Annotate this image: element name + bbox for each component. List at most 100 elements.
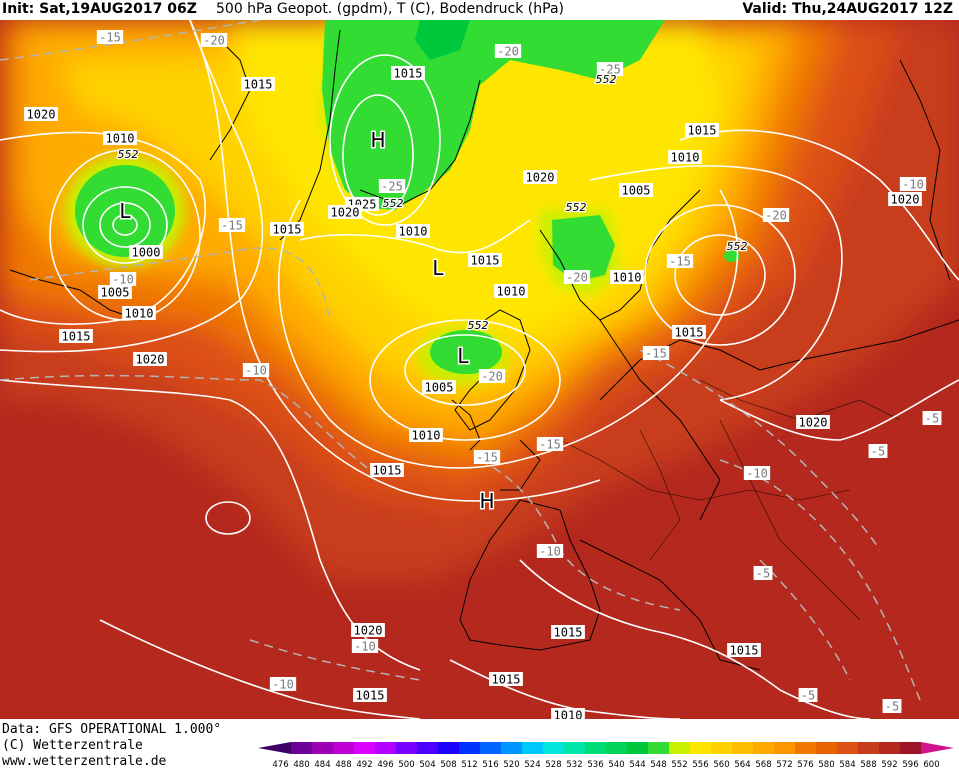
isotherm-label: -20 xyxy=(494,44,522,58)
isobar-label-text: 1020 xyxy=(331,205,360,219)
isobar-label-text: 1020 xyxy=(526,170,555,184)
legend-swatch xyxy=(417,742,439,754)
isobar-label: 1005 xyxy=(98,285,132,299)
isotherm-label: -25 xyxy=(378,179,406,193)
legend-swatch xyxy=(564,742,586,754)
isobar-label-text: 1010 xyxy=(399,224,428,238)
legend-swatch xyxy=(522,742,544,754)
legend-swatch xyxy=(480,742,502,754)
legend-tick-label: 584 xyxy=(839,760,855,769)
legend-swatch xyxy=(837,742,859,754)
isotherm-label-text: -5 xyxy=(871,444,885,458)
isobar-label: 1005 xyxy=(422,380,456,394)
isotherm-label-text: -20 xyxy=(765,208,787,222)
isotherm-label-box xyxy=(378,179,406,193)
isobars xyxy=(0,20,959,719)
isotherm-label-box xyxy=(922,411,942,425)
legend-swatch xyxy=(753,742,775,754)
isobar-label-text: 1015 xyxy=(273,222,302,236)
isobar-label: 1015 xyxy=(489,672,523,686)
isobar-label-text: 1020 xyxy=(27,107,56,121)
isotherm-label: -20 xyxy=(563,270,591,284)
isotherm-label-box xyxy=(666,254,694,268)
legend-tick-label: 496 xyxy=(377,760,393,769)
isobar-label-text: 1015 xyxy=(492,672,521,686)
geopotential-field xyxy=(0,20,959,719)
isotherm-label: -20 xyxy=(762,208,790,222)
geopotential-label-text: 552 xyxy=(383,197,404,210)
legend-tick-label: 580 xyxy=(818,760,834,769)
isotherm-label-text: -20 xyxy=(566,270,588,284)
isotherm-label-box xyxy=(96,30,124,44)
geopotential-label: 552 xyxy=(116,147,140,163)
coastlines xyxy=(9,29,959,671)
isobar-label-text: 1015 xyxy=(244,77,273,91)
isotherm-label-box xyxy=(218,218,246,232)
legend-tick-label: 504 xyxy=(419,760,435,769)
isobar-label-box xyxy=(351,623,385,637)
isobar-label: 1005 xyxy=(619,183,653,197)
isotherm-label-text: -10 xyxy=(539,544,561,558)
geopotential-label-text: 552 xyxy=(118,148,139,161)
data-source: Data: GFS OPERATIONAL 1.000° xyxy=(2,722,222,737)
legend-tick-label: 524 xyxy=(524,760,540,769)
legend-swatch xyxy=(879,742,901,754)
isotherm-label-text: -10 xyxy=(902,177,924,191)
isobar-label: 1015 xyxy=(370,463,404,477)
legend-tick-label: 512 xyxy=(461,760,477,769)
isotherm-label-text: -5 xyxy=(756,566,770,580)
isobar-label-text: 1015 xyxy=(356,688,385,702)
isotherm-label: -10 xyxy=(351,639,379,653)
legend-tick-label: 484 xyxy=(314,760,330,769)
isotherm-label: -10 xyxy=(109,272,137,286)
isobar-label: 1020 xyxy=(328,205,362,219)
isobar-label-box xyxy=(672,325,706,339)
isotherm-label-text: -15 xyxy=(476,450,498,464)
isobar-label: 1010 xyxy=(551,708,585,719)
legend-swatch xyxy=(732,742,754,754)
isobar-label-box xyxy=(610,270,644,284)
isobar-label-box xyxy=(685,123,719,137)
isotherm-label-text: -5 xyxy=(925,411,939,425)
isotherm-label: -5 xyxy=(882,699,902,713)
isotherm-label: -15 xyxy=(642,346,670,360)
isotherm-label-box xyxy=(478,369,506,383)
legend-swatch xyxy=(375,742,397,754)
isotherm-label-box xyxy=(351,639,379,653)
isotherm-label-box xyxy=(494,44,522,58)
isobar-label-box xyxy=(422,380,456,394)
legend-swatch xyxy=(396,742,418,754)
isotherm-label-box xyxy=(743,466,771,480)
legend-swatch xyxy=(606,742,628,754)
low-pressure-center: L xyxy=(457,344,469,368)
isobar-label-box xyxy=(796,415,830,429)
legend-swatch xyxy=(459,742,481,754)
isobar-label: 1015 xyxy=(551,625,585,639)
valid-time: Valid: Thu,24AUG2017 12Z xyxy=(742,1,953,17)
legend-tick-label: 576 xyxy=(797,760,813,769)
high-pressure-center: H xyxy=(479,489,494,513)
isobar-label: 1015 xyxy=(685,123,719,137)
legend-tick-label: 532 xyxy=(566,760,582,769)
isobar-label: 1010 xyxy=(494,284,528,298)
isotherm-label-box xyxy=(536,544,564,558)
legend-swatch xyxy=(354,742,376,754)
isobar-label-text: 1010 xyxy=(412,428,441,442)
legend-tick-label: 492 xyxy=(356,760,372,769)
legend-swatch xyxy=(501,742,523,754)
isobar-label-text: 1020 xyxy=(799,415,828,429)
isotherm-label-text: -25 xyxy=(599,62,621,76)
pressure-centers: H L L L H xyxy=(118,127,496,515)
isobar-label-text: 1010 xyxy=(554,708,583,719)
isobar-label: 1020 xyxy=(796,415,830,429)
isobar-label-box xyxy=(328,205,362,219)
isobar-label-text: 1010 xyxy=(497,284,526,298)
isobar-label-box xyxy=(241,77,275,91)
isobar-label-text: 1010 xyxy=(671,150,700,164)
isobar-label-box xyxy=(103,131,137,145)
legend-tick-label: 488 xyxy=(335,760,351,769)
isobar-label-box xyxy=(133,352,167,366)
geopotential-labels: 552 552 552 552 552 552 xyxy=(116,72,749,334)
isotherm-label: -25 xyxy=(596,62,624,76)
legend-swatch xyxy=(795,742,817,754)
